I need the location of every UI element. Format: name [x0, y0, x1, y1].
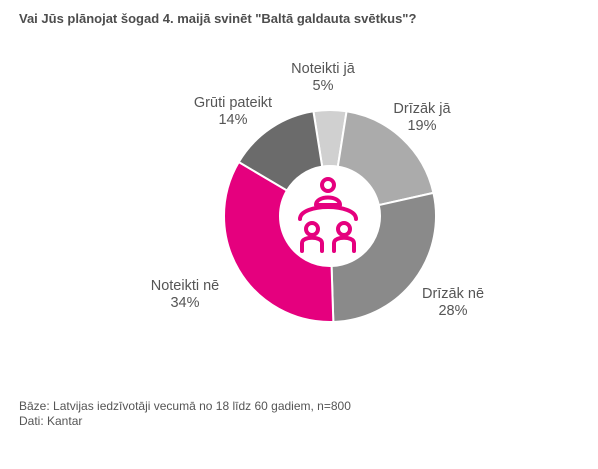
- slice-value-label: 5%: [313, 78, 334, 94]
- footnote-base: Bāze: Latvijas iedzīvotāji vecumā no 18 …: [19, 399, 351, 413]
- slice-label: Grūti pateikt: [194, 95, 272, 111]
- slice-grūti-pateikt: [237, 110, 324, 192]
- footnotes: Bāze: Latvijas iedzīvotāji vecumā no 18 …: [19, 399, 351, 429]
- slice-label: Drīzāk jā: [393, 101, 451, 117]
- slice-value-label: 28%: [438, 303, 467, 319]
- slice-noteikti-nē: [223, 160, 335, 323]
- slice-value-label: 34%: [170, 295, 199, 311]
- slice-drīzāk-nē: [330, 191, 437, 323]
- slice-label: Noteikti nē: [151, 278, 220, 294]
- footnote-source: Dati: Kantar: [19, 414, 83, 428]
- slice-value-label: 19%: [407, 118, 436, 134]
- slice-value-label: 14%: [218, 112, 247, 128]
- family-table-icon: [287, 173, 373, 259]
- slices-group: [223, 109, 437, 323]
- chart-title: Vai Jūs plānojat šogad 4. maijā svinēt "…: [19, 11, 417, 26]
- slice-label: Noteikti jā: [291, 61, 356, 77]
- slice-label: Drīzāk nē: [422, 286, 484, 302]
